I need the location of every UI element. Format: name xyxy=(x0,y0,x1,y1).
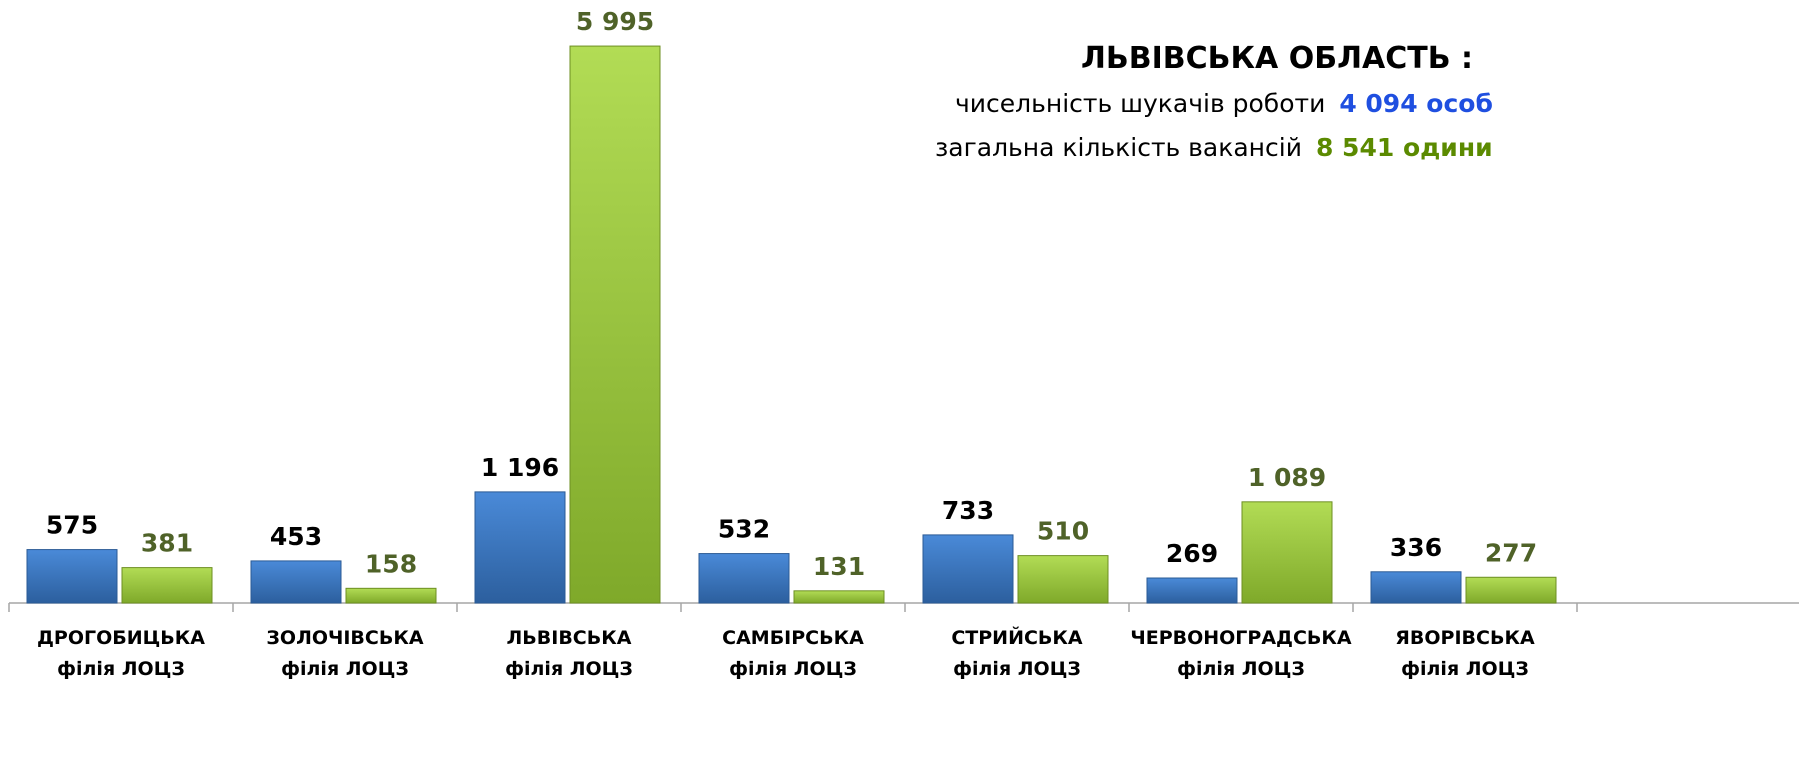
bar xyxy=(793,590,885,604)
x-tick-label: філія ЛОЦЗ xyxy=(729,658,857,680)
x-tick-label: ЛЬВІВСЬКА xyxy=(507,627,632,649)
data-label: 733 xyxy=(942,496,994,525)
data-label: 336 xyxy=(1390,533,1442,562)
data-label: 131 xyxy=(813,552,865,581)
annotation: загальна кількість вакансій 8 541 одини xyxy=(935,133,1493,162)
bar xyxy=(1017,555,1109,604)
x-tick-label: філія ЛОЦЗ xyxy=(281,658,409,680)
annotation-text: загальна кількість вакансій xyxy=(935,133,1302,162)
bar xyxy=(698,553,790,604)
x-tick-label: СТРИЙСЬКА xyxy=(951,626,1083,649)
bar xyxy=(1241,501,1333,604)
x-tick-label: ЯВОРІВСЬКА xyxy=(1395,627,1535,649)
bar xyxy=(922,534,1014,604)
x-tick-label: філія ЛОЦЗ xyxy=(1401,658,1529,680)
bar xyxy=(474,491,566,604)
data-label: 381 xyxy=(141,529,193,558)
bar xyxy=(1146,577,1238,604)
data-label: 453 xyxy=(270,522,322,551)
annotation-highlight: 8 541 одини xyxy=(1316,133,1493,162)
bar xyxy=(569,45,661,604)
bar xyxy=(250,560,342,604)
x-tick-label: ЧЕРВОНОГРАДСЬКА xyxy=(1130,627,1352,649)
x-tick-label: філія ЛОЦЗ xyxy=(57,658,185,680)
bar xyxy=(26,549,118,604)
data-label: 575 xyxy=(46,511,98,540)
data-label: 158 xyxy=(365,549,417,578)
bar xyxy=(121,567,213,604)
data-label: 1 196 xyxy=(481,453,559,482)
annotation-text: чисельність шукачів роботи xyxy=(955,89,1325,118)
x-tick-label: ЗОЛОЧІВСЬКА xyxy=(266,627,423,649)
x-tick-label: філія ЛОЦЗ xyxy=(505,658,633,680)
bar xyxy=(345,587,437,604)
bar xyxy=(1370,571,1462,604)
annotation: чисельність шукачів роботи 4 094 особ xyxy=(955,89,1493,118)
data-label: 277 xyxy=(1485,538,1537,567)
data-label: 269 xyxy=(1166,539,1218,568)
x-tick-label: філія ЛОЦЗ xyxy=(1177,658,1305,680)
x-tick-label: САМБІРСЬКА xyxy=(722,627,864,649)
annotation-highlight: 4 094 особ xyxy=(1339,89,1493,118)
x-tick-label: ДРОГОБИЦЬКА xyxy=(37,627,205,649)
chart-title: ЛЬВІВСЬКА ОБЛАСТЬ : xyxy=(1081,41,1473,76)
data-label: 1 089 xyxy=(1248,463,1326,492)
bar xyxy=(1465,576,1557,604)
x-tick-label: філія ЛОЦЗ xyxy=(953,658,1081,680)
data-label: 510 xyxy=(1037,517,1089,546)
data-label: 5 995 xyxy=(576,7,654,36)
data-label: 532 xyxy=(718,515,770,544)
